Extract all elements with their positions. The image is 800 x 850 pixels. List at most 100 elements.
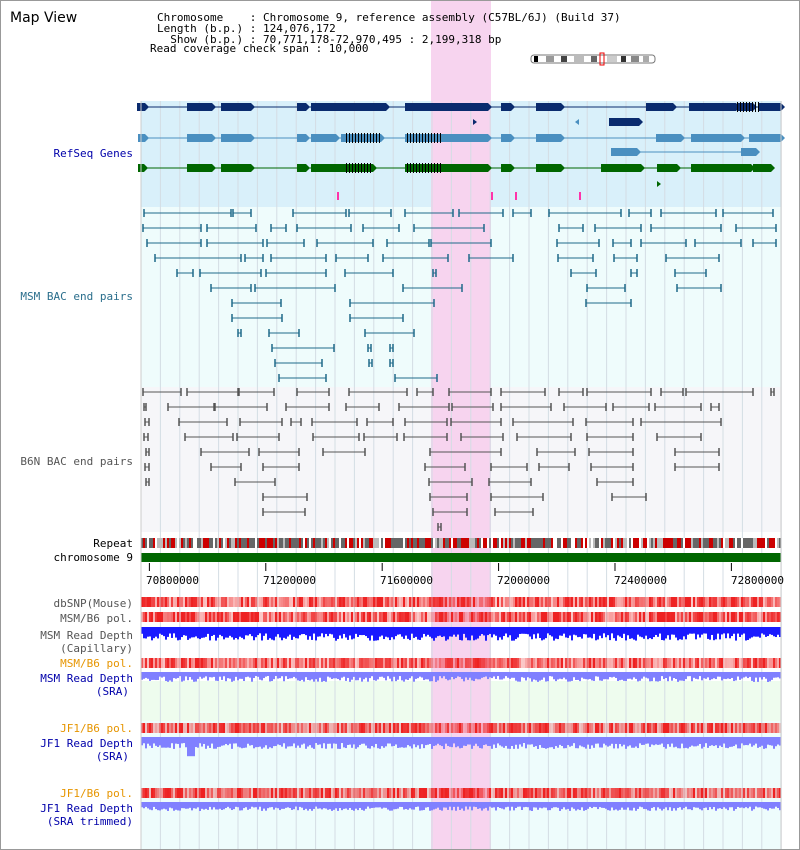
repeat-element: [631, 538, 633, 548]
jf1-depth-sra-bar: [505, 737, 507, 746]
dbsnp-density-cell: [697, 597, 699, 607]
jf1-pol-sra-cell: [193, 723, 195, 733]
track-label-msm-bac[interactable]: MSM BAC end pairs: [20, 290, 133, 303]
jf1-depth-trim-bar: [555, 802, 557, 808]
jf1-pol-trim-cell: [669, 788, 671, 798]
jf1-depth-sra-bar: [737, 737, 739, 749]
msm-depth-capillary-bar: [493, 627, 495, 635]
msm-pol-cell: [419, 612, 421, 622]
msm-pol-cell: [769, 612, 771, 622]
jf1-pol-sra-cell: [703, 723, 705, 733]
jf1-pol-sra-cell: [737, 723, 739, 733]
track-label-refseq[interactable]: RefSeq Genes: [53, 147, 133, 160]
jf1-depth-trim-bar: [165, 802, 167, 810]
jf1-pol-trim-cell: [161, 788, 163, 798]
track-label-jf1-b6-pol-2[interactable]: JF1/B6 pol.: [60, 787, 133, 800]
msm-pol-cell: [461, 612, 463, 622]
msm-depth-sra-bar: [665, 672, 667, 678]
msm-pol-cell: [279, 612, 281, 622]
jf1-depth-trim-bar: [229, 802, 231, 809]
msm-depth-sra-bar: [165, 672, 167, 681]
track-label-b6n-bac[interactable]: B6N BAC end pairs: [20, 455, 133, 468]
repeat-element: [283, 538, 285, 548]
msm-depth-capillary-bar: [395, 627, 397, 637]
msm-depth-capillary-bar: [617, 627, 619, 636]
repeat-element: [183, 538, 185, 548]
msm-pol-cell: [263, 612, 265, 622]
msm-pol-cell: [635, 612, 637, 622]
msm-pol-sra-cell: [575, 658, 577, 668]
jf1-pol-sra-cell: [279, 723, 281, 733]
refseq-gene-exon: [221, 164, 251, 172]
jf1-pol-trim-cell: [767, 788, 769, 798]
dbsnp-density-cell: [651, 597, 653, 607]
track-label-msm-depth-sra-line1[interactable]: MSM Read Depth: [40, 672, 133, 685]
dbsnp-density-cell: [353, 597, 355, 607]
msm-depth-capillary-bar: [319, 627, 321, 637]
track-label-msm-b6-pol-2[interactable]: MSM/B6 pol.: [60, 657, 133, 670]
dbsnp-density-cell: [521, 597, 523, 607]
msm-pol-sra-cell: [749, 658, 751, 668]
track-label-msm-b6-pol-1[interactable]: MSM/B6 pol.: [60, 612, 133, 625]
dbsnp-density-cell: [255, 597, 257, 607]
track-label-jf1-depth-trim-line1[interactable]: JF1 Read Depth: [40, 802, 133, 815]
msm-depth-capillary-bar: [515, 627, 517, 640]
jf1-pol-sra-cell: [757, 723, 759, 733]
track-label-dbsnp[interactable]: dbSNP(Mouse): [53, 597, 133, 610]
jf1-pol-sra-cell: [177, 723, 179, 733]
track-label-jf1-b6-pol-1[interactable]: JF1/B6 pol.: [60, 722, 133, 735]
msm-pol-sra-cell: [467, 658, 469, 668]
jf1-depth-sra-bar: [617, 737, 619, 749]
repeat-element: [547, 538, 549, 548]
msm-pol-sra-cell: [421, 658, 423, 668]
jf1-pol-sra-cell: [501, 723, 503, 733]
repeat-element: [341, 538, 343, 548]
msm-depth-capillary-bar: [233, 627, 235, 640]
dbsnp-density-cell: [369, 597, 371, 607]
jf1-pol-sra-cell: [143, 723, 145, 733]
msm-pol-cell: [759, 612, 761, 622]
msm-pol-cell: [751, 612, 753, 622]
msm-depth-capillary-bar: [497, 627, 499, 641]
repeat-element: [455, 538, 457, 548]
jf1-pol-trim-cell: [493, 788, 495, 798]
msm-depth-sra-bar: [407, 672, 409, 681]
track-label-chromosome[interactable]: chromosome 9: [53, 551, 133, 564]
jf1-depth-sra-bar: [287, 737, 289, 747]
track-label-jf1-depth-sra-line1[interactable]: JF1 Read Depth: [40, 737, 133, 750]
jf1-depth-sra-bar: [535, 737, 537, 747]
jf1-depth-sra-bar: [141, 737, 143, 746]
jf1-pol-trim-cell: [207, 788, 209, 798]
repeat-element: [499, 538, 501, 548]
msm-depth-sra-bar: [393, 672, 395, 677]
repeat-element: [359, 538, 361, 548]
jf1-depth-trim-bar: [509, 802, 511, 811]
msm-pol-cell: [597, 612, 599, 622]
dbsnp-density-cell: [689, 597, 691, 607]
msm-pol-cell: [221, 612, 223, 622]
jf1-pol-sra-cell: [545, 723, 547, 733]
jf1-pol-sra-cell: [247, 723, 249, 733]
track-label-msm-depth-cap-line1[interactable]: MSM Read Depth: [40, 629, 133, 642]
jf1-depth-sra-bar: [415, 737, 417, 748]
track-label-repeat[interactable]: Repeat: [93, 537, 133, 550]
jf1-pol-sra-cell: [421, 723, 423, 733]
msm-pol-sra-cell: [447, 658, 449, 668]
repeat-element: [577, 538, 579, 548]
jf1-pol-sra-cell: [551, 723, 553, 733]
msm-depth-sra-bar: [145, 672, 147, 678]
jf1-pol-sra-cell: [243, 723, 245, 733]
jf1-depth-trim-bar: [257, 802, 259, 810]
jf1-pol-trim-cell: [309, 788, 311, 798]
jf1-depth-sra-bar: [733, 737, 735, 747]
msm-pol-sra-cell: [657, 658, 659, 668]
repeat-element: [759, 538, 761, 548]
msm-pol-cell: [243, 612, 245, 622]
jf1-depth-sra-bar: [281, 737, 283, 747]
jf1-depth-sra-bar: [465, 737, 467, 746]
jf1-depth-trim-bar: [245, 802, 247, 808]
dbsnp-density-cell: [409, 597, 411, 607]
axis-tick-label: 71200000: [263, 574, 316, 587]
jf1-pol-trim-cell: [451, 788, 453, 798]
